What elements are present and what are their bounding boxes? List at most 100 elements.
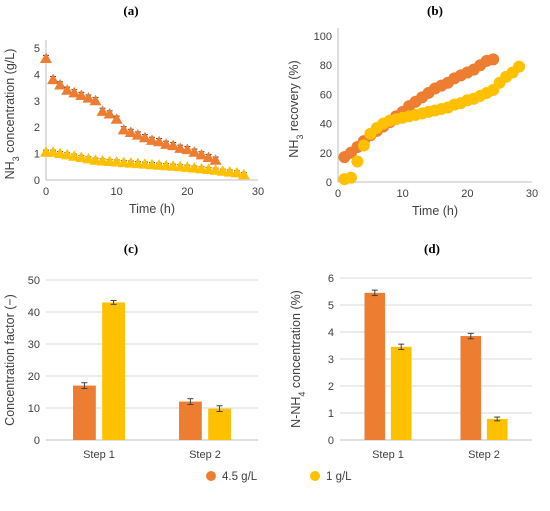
y-tick-label: 4 [34, 69, 40, 81]
data-point [68, 86, 81, 98]
panel-b: (b) 0 20 40 60 80 100 0 10 20 30 Time (h) NH3 recove… [287, 3, 538, 218]
bar [179, 401, 202, 440]
data-point [75, 151, 88, 163]
data-point [138, 131, 151, 143]
y-tick-label: 5 [328, 300, 334, 312]
bar [364, 292, 386, 440]
category-label: Step 1 [83, 449, 115, 461]
y-axis-title: N-NH4 concentration (%) [289, 290, 307, 428]
data-point [188, 146, 201, 157]
data-point [131, 129, 144, 140]
category-label: Step 2 [189, 449, 221, 461]
data-point [174, 142, 187, 153]
x-tick-label: 10 [397, 188, 409, 200]
y-tick-label: 1 [328, 408, 334, 420]
data-point [351, 155, 364, 168]
y-tick-label: 2 [34, 122, 40, 134]
data-point [89, 154, 102, 165]
data-point [344, 171, 357, 184]
y-tick-label: 3 [34, 96, 40, 108]
data-point [195, 148, 208, 160]
data-point [82, 92, 95, 103]
y-tick-label: 80 [320, 60, 332, 72]
data-point [357, 139, 370, 152]
bar [208, 408, 231, 440]
x-tick-label: 10 [111, 186, 123, 198]
y-tick-label: 100 [314, 31, 332, 43]
x-tick-label: 30 [252, 186, 264, 198]
data-point [89, 94, 102, 106]
data-point [167, 139, 180, 151]
panel-label: (a) [123, 3, 138, 18]
panel-label: (c) [124, 241, 138, 256]
y-axis-title: NH3 recovery (%) [287, 60, 305, 157]
panel-c: (c) 0 10 20 30 40 50 Step 1 Step 2 Concentration … [3, 241, 258, 461]
data-point [82, 152, 95, 164]
y-tick-label: 60 [320, 89, 332, 101]
data-point [54, 147, 67, 159]
data-point [181, 143, 194, 155]
data-point [117, 123, 130, 135]
data-point [487, 53, 500, 66]
data-point [146, 134, 158, 145]
y-tick-label: 0 [34, 435, 40, 447]
y-tick-label: 5 [34, 43, 40, 55]
data-point [230, 166, 243, 178]
x-tick-label: 0 [43, 186, 49, 198]
y-tick-label: 40 [28, 307, 40, 319]
category-label: Step 2 [468, 449, 500, 461]
data-point [61, 84, 74, 95]
bar [486, 418, 508, 440]
data-point [513, 60, 526, 73]
y-tick-label: 4 [328, 327, 334, 339]
bar [102, 302, 125, 440]
y-tick-label: 20 [28, 371, 40, 383]
data-point [54, 78, 67, 90]
data-point [103, 108, 116, 119]
data-point [153, 135, 166, 147]
y-tick-label: 2 [328, 381, 334, 393]
panel-label: (d) [424, 241, 440, 256]
x-tick-label: 30 [526, 188, 538, 200]
data-point [209, 164, 222, 175]
y-tick-label: 1 [34, 149, 40, 161]
panel-d: (d) 0 1 2 3 4 5 6 Step 1 Step 2 N-NH4 concentratio… [289, 241, 532, 461]
legend: 4.5 g/L 1 g/L [206, 471, 352, 483]
data-point [160, 138, 173, 149]
data-point [181, 161, 194, 172]
data-point [47, 73, 60, 85]
bar [73, 385, 96, 440]
y-tick-label: 6 [328, 273, 334, 285]
data-point [202, 163, 215, 174]
legend-label: 1 g/L [326, 471, 352, 483]
y-tick-label: 0 [326, 177, 332, 189]
y-tick-label: 0 [328, 435, 334, 447]
data-point [47, 146, 60, 157]
data-point [216, 165, 229, 176]
y-tick-label: 10 [28, 403, 40, 415]
y-tick-label: 30 [28, 339, 40, 351]
data-point [237, 168, 250, 180]
y-tick-label: 20 [320, 148, 332, 160]
x-tick-label: 20 [461, 188, 473, 200]
data-point [68, 150, 81, 161]
y-axis-title: NH3 concentration (g/L) [3, 49, 21, 180]
x-axis-title: Time (h) [129, 202, 175, 216]
data-point [124, 126, 137, 137]
data-point [61, 148, 74, 160]
bar [460, 336, 482, 440]
bar [390, 346, 412, 440]
legend-marker [310, 471, 320, 481]
legend-label: 4.5 g/L [222, 471, 258, 483]
data-point [75, 89, 88, 101]
panel-a: (a) 0 1 2 3 4 5 0 10 20 30 Time (h) NH3 concentratio… [3, 3, 264, 216]
y-tick-label: 40 [320, 119, 332, 131]
data-point [223, 166, 236, 177]
panel-label: (b) [427, 3, 443, 18]
data-point [202, 151, 215, 163]
y-tick-label: 50 [28, 275, 40, 287]
data-point [96, 105, 109, 116]
data-point [40, 52, 52, 64]
data-point [110, 113, 123, 124]
